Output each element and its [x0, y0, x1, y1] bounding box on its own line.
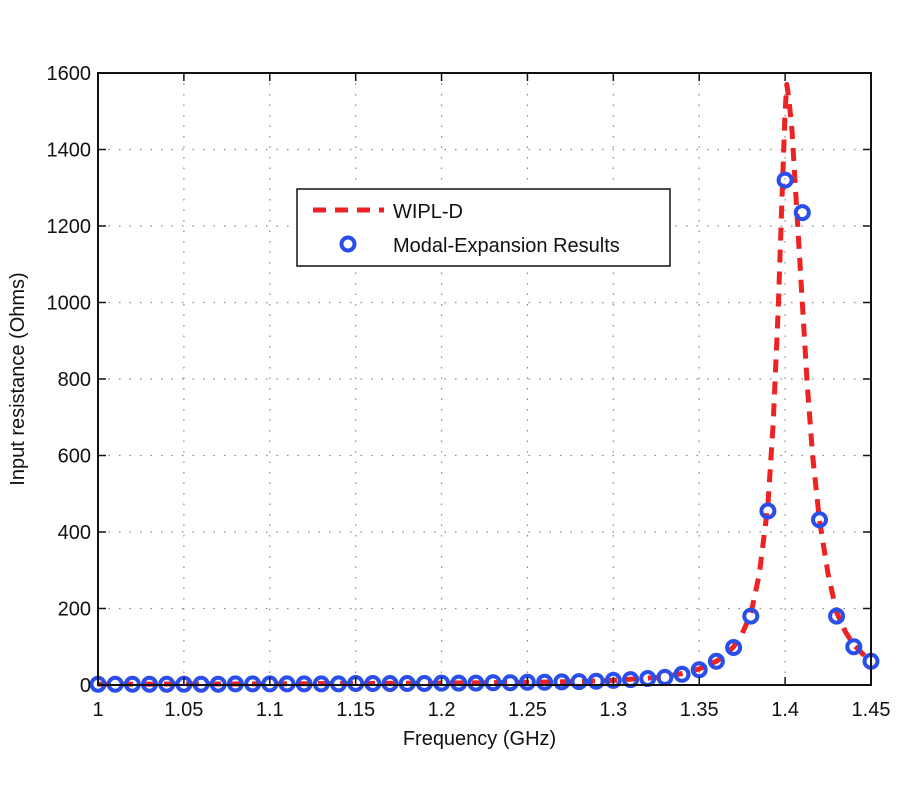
y-axis-title: Input resistance (Ohms) — [7, 272, 29, 485]
modal-expansion-point — [450, 674, 468, 692]
modal-expansion-point — [295, 675, 313, 693]
modal-expansion-point — [501, 674, 519, 692]
modal-expansion-point — [725, 639, 743, 656]
modal-expansion-point — [536, 673, 554, 691]
modal-expansion-point — [604, 671, 622, 689]
x-tick-label: 1.1 — [256, 699, 284, 721]
modal-expansion-point — [759, 502, 777, 520]
modal-expansion-point — [707, 652, 725, 670]
y-tick-label: 1200 — [47, 216, 92, 238]
x-tick-label: 1 — [92, 699, 103, 721]
y-tick-label: 400 — [58, 522, 91, 544]
modal-expansion-point — [484, 674, 502, 692]
x-tick-label: 1.05 — [164, 699, 203, 721]
x-tick-label: 1.3 — [599, 699, 627, 721]
modal-expansion-point — [673, 665, 691, 683]
grid-lines — [98, 73, 871, 685]
legend-modal-label: Modal-Expansion Results — [393, 235, 620, 257]
modal-expansion-point — [467, 674, 485, 692]
y-tick-label: 1400 — [47, 140, 92, 162]
modal-expansion-point — [381, 675, 399, 692]
modal-expansion-point — [570, 673, 588, 691]
modal-expansion-point — [415, 675, 433, 692]
x-tick-label: 1.35 — [680, 699, 719, 721]
modal-expansion-point — [690, 661, 708, 679]
legend-wipl-label: WIPL-D — [393, 201, 463, 223]
y-tick-label: 600 — [58, 446, 91, 468]
modal-expansion-point — [312, 675, 330, 693]
modal-expansion-point — [226, 675, 244, 693]
legend: WIPL-D Modal-Expansion Results — [296, 188, 671, 267]
legend-box — [296, 188, 671, 267]
series-layer — [89, 82, 880, 693]
x-tick-label: 1.15 — [336, 699, 375, 721]
modal-expansion-point — [776, 171, 794, 189]
modal-expansion-point — [330, 675, 347, 693]
wipl-d-line — [98, 82, 871, 687]
modal-expansion-point — [518, 673, 536, 691]
x-axis-title: Frequency (GHz) — [403, 728, 556, 750]
axis-ticks — [97, 72, 872, 686]
modal-expansion-point — [587, 672, 605, 690]
modal-expansion-point — [622, 671, 639, 689]
legend-modal-marker — [339, 235, 357, 253]
modal-expansion-point — [244, 675, 262, 693]
modal-expansion-point — [364, 675, 382, 692]
y-tick-label: 0 — [80, 675, 91, 697]
x-tick-label: 1.25 — [508, 699, 547, 721]
modal-expansion-point — [433, 674, 451, 692]
x-tick-label: 1.2 — [428, 699, 456, 721]
modal-expansion-point — [656, 668, 674, 686]
y-tick-label: 800 — [58, 369, 91, 391]
y-tick-labels: 0 200 400 600 800 1000 1200 1400 1600 — [47, 63, 92, 697]
modal-expansion-point — [398, 675, 416, 692]
modal-expansion-point — [828, 607, 846, 625]
y-tick-label: 200 — [58, 599, 91, 621]
x-tick-label: 1.45 — [852, 699, 891, 721]
x-tick-label: 1.4 — [771, 699, 799, 721]
modal-expansion-point — [811, 511, 828, 529]
x-tick-labels: 1 1.05 1.1 1.15 1.2 1.25 1.3 1.35 1.4 1.45 — [92, 699, 890, 721]
modal-expansion-point — [793, 204, 811, 222]
modal-expansion-point — [742, 607, 760, 625]
modal-expansion-point — [278, 675, 296, 693]
y-tick-label: 1600 — [47, 63, 92, 85]
modal-expansion-point — [639, 670, 657, 687]
modal-expansion-point — [845, 638, 863, 656]
y-tick-label: 1000 — [47, 293, 92, 315]
modal-expansion-point — [553, 673, 571, 691]
